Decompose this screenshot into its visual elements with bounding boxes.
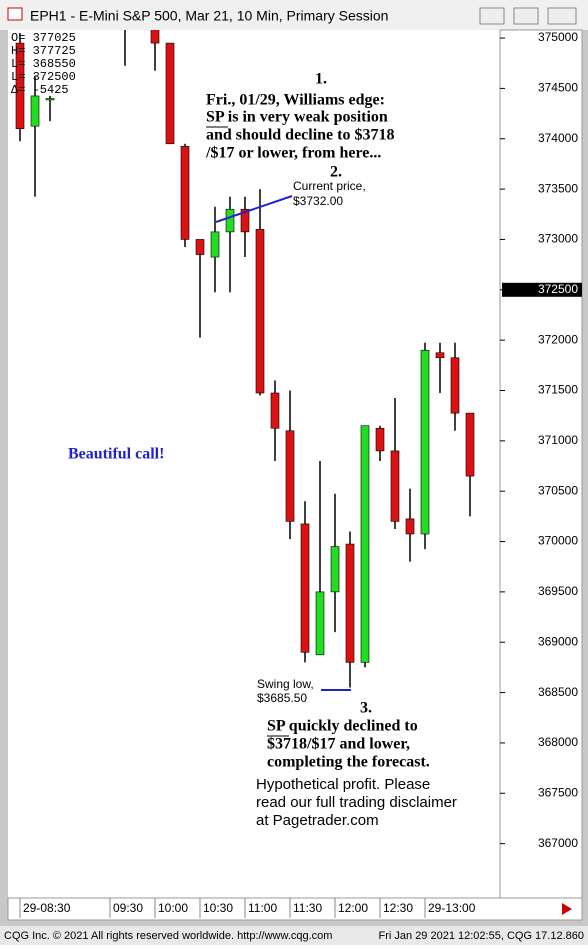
y-tick-label: 375000	[538, 30, 578, 44]
candle-body	[330, 546, 340, 593]
x-tick-label: 10:00	[158, 901, 188, 915]
last-price-label: 372500	[538, 282, 578, 296]
candle-body	[285, 430, 295, 522]
status-right: Fri Jan 29 2021 12:02:55, CQG 17.12.860	[379, 930, 584, 942]
y-tick-label: 371500	[538, 383, 578, 397]
annotation: /$17 or lower, from here...	[205, 145, 381, 162]
status-left: CQG Inc. © 2021 All rights reserved worl…	[4, 930, 332, 942]
y-tick-label: 370500	[538, 483, 578, 497]
note-number: 2.	[330, 164, 342, 181]
data-window-line: L= 372500	[11, 70, 76, 84]
y-tick-label: 367000	[538, 836, 578, 850]
y-tick-label: 369000	[538, 634, 578, 648]
candle-body	[195, 239, 205, 255]
x-axis-panel	[7, 897, 583, 921]
data-window-line: O= 377025	[11, 31, 76, 45]
scroll-arrow[interactable]	[562, 903, 572, 915]
plot	[15, 30, 475, 688]
candle-body	[300, 523, 310, 653]
candle-body	[270, 392, 280, 429]
x-tick-label: 12:30	[383, 901, 413, 915]
last-price-box	[502, 282, 582, 297]
candle-body	[465, 412, 475, 477]
y-tick-label: 370000	[538, 534, 578, 548]
y-tick-label: 373500	[538, 181, 578, 195]
note-number: 1.	[315, 71, 327, 88]
maximize-button[interactable]	[513, 7, 539, 25]
status-bar	[0, 926, 588, 945]
annotation: Current price,	[293, 179, 366, 193]
x-tick-label: 11:00	[248, 901, 277, 915]
minimize-button[interactable]	[479, 7, 505, 25]
app-icon	[7, 7, 23, 21]
pointer-line	[215, 195, 293, 223]
x-tick-label: 29-08:30	[23, 901, 71, 915]
x-tick-label: 10:30	[203, 901, 233, 915]
data-window-line: H= 377725	[11, 44, 76, 58]
y-tick-label: 372000	[538, 332, 578, 346]
x-tick-label: 09:30	[113, 901, 143, 915]
disclaimer: Hypothetical profit. Please	[256, 776, 430, 793]
y-axis-panel	[499, 29, 583, 899]
candle-body	[210, 231, 220, 258]
candle-body	[315, 591, 325, 656]
disclaimer: read our full trading disclaimer	[256, 794, 457, 811]
annotation: Fri., 01/29, Williams edge:	[206, 92, 385, 109]
candle-body	[375, 427, 385, 452]
x-tick-label: 29-13:00	[428, 901, 476, 915]
y-tick-label: 368000	[538, 735, 578, 749]
candle-body	[345, 543, 355, 663]
y-tick-label: 368500	[538, 685, 578, 699]
annotation: $3732.00	[293, 194, 343, 208]
candle-body	[390, 450, 400, 522]
window-title: EPH1 - E-Mini S&P 500, Mar 21, 10 Min, P…	[30, 8, 388, 24]
annotation: $3685.50	[257, 691, 307, 705]
candle-body	[180, 146, 190, 240]
candle-body	[45, 98, 55, 101]
annotations: 1. Fri., 01/29, Williams edge: SP is in …	[68, 71, 457, 829]
candle-body	[240, 208, 250, 233]
candle-body	[30, 95, 40, 127]
annotation: SP quickly declined to	[267, 718, 418, 735]
candle-body	[420, 349, 430, 535]
y-tick-label: 374000	[538, 131, 578, 145]
annotation: completing the forecast.	[267, 754, 430, 771]
annotation: and should decline to $3718	[206, 127, 394, 144]
data-window-line: Δ= -5425	[11, 83, 69, 97]
candle-body	[225, 208, 235, 233]
x-tick-label: 12:00	[338, 901, 368, 915]
candle-body	[15, 42, 25, 129]
annotation: SP is in very weak position	[206, 109, 388, 126]
candle-body	[165, 42, 175, 145]
callout: Beautiful call!	[68, 446, 164, 463]
annotation: Swing low,	[257, 677, 314, 691]
y-tick-label: 373000	[538, 232, 578, 246]
y-tick-label: 369500	[538, 584, 578, 598]
note-number: 3.	[360, 700, 372, 717]
y-tick-label: 371000	[538, 433, 578, 447]
x-tick-label: 11:30	[293, 901, 322, 915]
candle-body	[435, 352, 445, 359]
disclaimer: at Pagetrader.com	[256, 812, 379, 829]
candle-body	[150, 30, 160, 44]
candle-body	[405, 518, 415, 535]
y-tick-label: 367500	[538, 785, 578, 799]
candle-body	[450, 357, 460, 414]
candle-body	[255, 229, 265, 394]
annotation: $3718/$17 and lower,	[267, 736, 410, 753]
candle-body	[360, 425, 370, 663]
y-tick-label: 374500	[538, 81, 578, 95]
plot-area	[8, 30, 500, 898]
data-window-line: L= 368550	[11, 57, 76, 71]
close-button[interactable]	[547, 7, 577, 25]
